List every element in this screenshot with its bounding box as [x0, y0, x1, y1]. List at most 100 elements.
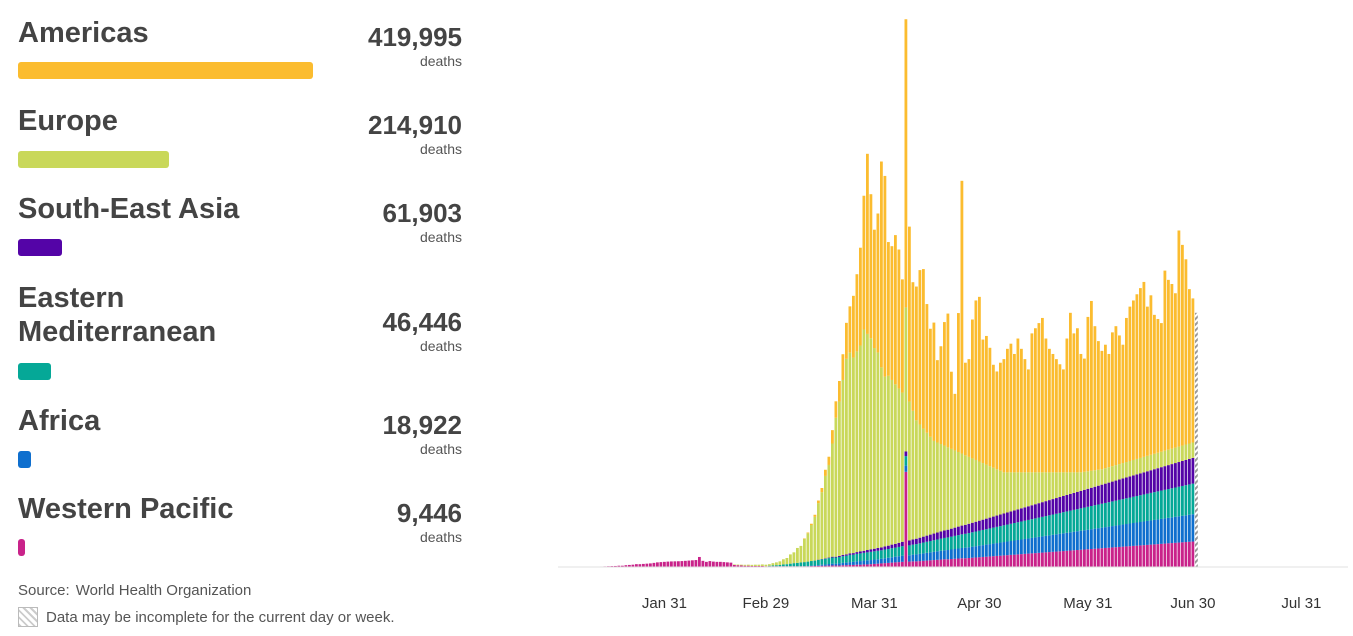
bar-segment-africa [852, 561, 855, 565]
bar-segment-americas [824, 469, 827, 476]
day-bar [775, 562, 778, 567]
day-bar [855, 274, 859, 567]
bar-segment-western-pacific [929, 560, 932, 567]
bar-segment-africa [883, 558, 887, 564]
day-bar [750, 564, 754, 567]
bar-segment-western-pacific [845, 565, 848, 567]
bar-segment-eastern-mediterranean [946, 537, 950, 551]
bar-segment-americas [925, 304, 929, 433]
day-bar [890, 246, 894, 567]
bar-segment-south-east-asia [1048, 500, 1051, 516]
bar-segment-eastern-mediterranean [1142, 494, 1146, 522]
bar-segment-americas [908, 226, 911, 402]
bar-segment-western-pacific [1027, 553, 1030, 567]
x-tick-label: Jun 30 [1170, 595, 1215, 612]
bar-segment-western-pacific [862, 564, 866, 567]
day-bar [1177, 230, 1181, 567]
bar-segment-americas [1142, 281, 1146, 457]
bar-segment-eastern-mediterranean [1009, 523, 1013, 542]
bar-segment-eastern-mediterranean [778, 564, 782, 567]
bar-segment-americas [1174, 293, 1177, 448]
bar-segment-americas [831, 430, 834, 444]
bar-segment-europe [841, 379, 845, 555]
bar-segment-europe [967, 456, 971, 524]
bar-segment-eastern-mediterranean [1079, 508, 1083, 531]
day-bar [950, 371, 953, 567]
bar-segment-eastern-mediterranean [981, 529, 985, 546]
bar-segment-africa [1132, 523, 1135, 546]
bar-segment-europe [1146, 455, 1149, 472]
bar-segment-western-pacific [663, 561, 666, 567]
bar-segment-americas [869, 194, 873, 339]
bar-segment-south-east-asia [1104, 483, 1107, 503]
bar-segment-eastern-mediterranean [908, 545, 911, 556]
bar-segment-south-east-asia [1184, 459, 1188, 486]
day-bar [957, 313, 960, 567]
bar-segment-south-east-asia [1002, 513, 1006, 526]
day-bar [1090, 300, 1093, 567]
bar-segment-south-east-asia [999, 514, 1002, 527]
region-total-bar [18, 363, 51, 380]
day-bar [943, 322, 946, 567]
bar-segment-africa [985, 544, 988, 557]
day-bar [1100, 350, 1104, 567]
day-bar [757, 564, 761, 567]
bar-segment-eastern-mediterranean [1195, 482, 1198, 514]
bar-segment-eastern-mediterranean [1016, 522, 1020, 540]
bar-segment-africa [946, 550, 950, 560]
bar-segment-eastern-mediterranean [1041, 516, 1044, 537]
bar-segment-europe [1051, 472, 1055, 500]
bar-segment-eastern-mediterranean [911, 544, 915, 555]
day-bar [736, 564, 740, 567]
bar-segment-eastern-mediterranean [1184, 485, 1188, 516]
day-bar [659, 562, 663, 567]
bar-segment-eastern-mediterranean [1062, 512, 1065, 534]
day-bar [981, 339, 985, 567]
bar-segment-western-pacific [747, 565, 750, 567]
day-bar [782, 559, 785, 567]
region-unit-label: deaths [419, 53, 462, 69]
bar-segment-eastern-mediterranean [932, 540, 936, 552]
bar-segment-africa [1142, 521, 1146, 546]
bar-segment-europe [988, 466, 992, 518]
bar-segment-americas [894, 235, 897, 385]
bar-segment-eastern-mediterranean [1044, 516, 1048, 536]
bar-segment-europe [1181, 445, 1184, 461]
bar-segment-africa [1044, 535, 1048, 553]
bar-segment-eastern-mediterranean [1191, 483, 1195, 515]
day-bar [1002, 359, 1006, 567]
bar-segment-europe [778, 561, 782, 565]
bar-segment-eastern-mediterranean [985, 529, 988, 545]
bar-segment-europe [1062, 472, 1065, 496]
bar-segment-africa [911, 554, 915, 562]
bar-segment-western-pacific [1156, 544, 1160, 567]
bar-segment-south-east-asia [1163, 466, 1167, 490]
bar-segment-americas [985, 335, 988, 465]
bar-segment-eastern-mediterranean [834, 557, 838, 564]
bar-segment-eastern-mediterranean [799, 562, 803, 567]
bar-segment-western-pacific [1104, 547, 1107, 567]
region-legend: Americas 419,995 deaths Europe 214,910 d… [0, 0, 480, 636]
region-total-bar [18, 539, 25, 556]
day-bar [1079, 353, 1083, 567]
bar-segment-europe [1149, 454, 1153, 471]
bar-segment-south-east-asia [890, 544, 894, 549]
bar-segment-africa [894, 556, 897, 563]
bar-segment-americas [1167, 279, 1170, 450]
bar-segment-europe [1072, 472, 1076, 493]
bar-segment-eastern-mediterranean [810, 561, 813, 566]
bar-segment-africa [967, 547, 971, 558]
bar-segment-south-east-asia [1146, 471, 1149, 494]
day-bar [1142, 281, 1146, 567]
bar-segment-europe [855, 351, 859, 553]
bar-segment-europe [827, 464, 831, 558]
bar-segment-western-pacific [852, 564, 855, 567]
day-bar [852, 295, 855, 567]
bar-segment-eastern-mediterranean [1083, 507, 1086, 531]
bar-segment-europe [1160, 451, 1163, 468]
bar-segment-western-pacific [701, 560, 705, 567]
bar-segment-europe [1020, 472, 1023, 509]
bar-segment-americas [1030, 333, 1034, 473]
bar-segment-africa [1083, 530, 1086, 550]
day-bar [873, 229, 876, 567]
